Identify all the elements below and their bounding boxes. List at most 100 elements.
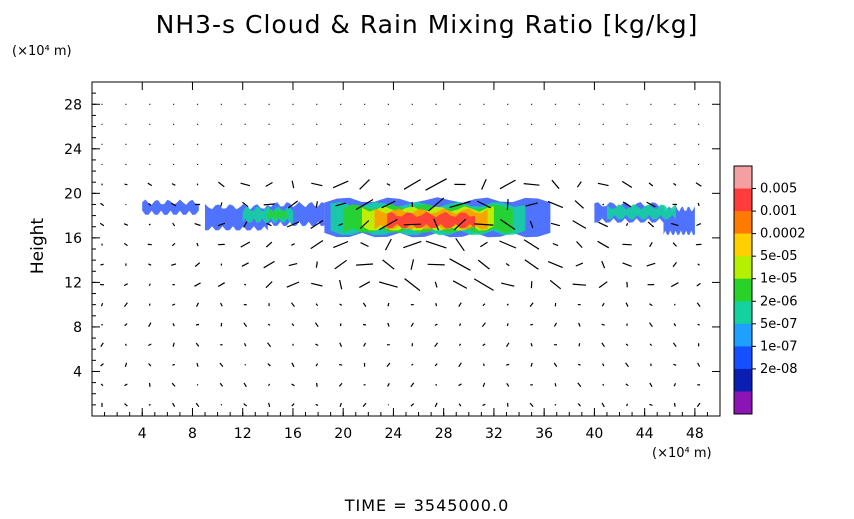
- wind-vector: [315, 343, 319, 347]
- wind-vector: [316, 382, 318, 387]
- wind-vector: [387, 383, 390, 387]
- x-tick-label: 24: [385, 426, 403, 442]
- wind-vector: [501, 282, 515, 287]
- wind-vector: [455, 237, 465, 252]
- x-tick-label: 48: [686, 426, 704, 442]
- wind-vector: [649, 403, 653, 406]
- wind-vector: [359, 281, 371, 289]
- wind-vector: [458, 302, 462, 307]
- colorbar-swatch: [734, 368, 752, 392]
- wind-vector: [697, 202, 700, 207]
- wind-vector: [123, 302, 128, 308]
- wind-vector: [339, 363, 343, 366]
- wind-vector: [483, 363, 485, 367]
- wind-vector: [673, 402, 676, 407]
- wind-vector: [265, 281, 273, 289]
- wind-vector: [482, 343, 486, 347]
- wind-vector: [625, 222, 629, 227]
- wind-vector: [601, 323, 605, 326]
- wind-vector: [482, 403, 486, 406]
- wind-vector: [171, 242, 176, 247]
- wind-vector: [244, 283, 247, 286]
- wind-vector: [696, 402, 701, 407]
- colorbar-swatch: [734, 188, 752, 212]
- wind-vector: [625, 362, 629, 368]
- wind-vector: [220, 202, 223, 207]
- wind-vector: [310, 219, 324, 230]
- colorbar-label: 0.005: [760, 182, 797, 197]
- wind-vector: [338, 382, 343, 387]
- wind-vector: [427, 263, 445, 266]
- wind-vector: [697, 323, 700, 326]
- wind-vector: [458, 403, 462, 407]
- wind-vector: [310, 240, 324, 250]
- colorbar-swatch: [734, 278, 752, 302]
- colorbar-swatch: [734, 301, 752, 325]
- wind-vector: [355, 198, 374, 211]
- wind-vector: [148, 283, 151, 286]
- wind-vector: [148, 203, 152, 206]
- colorbar-swatch: [734, 233, 752, 257]
- wind-vector: [148, 223, 151, 226]
- colorbar-label: 2e-06: [760, 294, 798, 309]
- wind-vector: [362, 302, 367, 307]
- x-tick-label: 16: [284, 426, 302, 442]
- wind-vector: [386, 183, 391, 186]
- wind-vector: [315, 261, 318, 268]
- wind-vector: [359, 179, 370, 190]
- wind-vector: [482, 303, 486, 307]
- wind-vector: [434, 342, 439, 348]
- wind-vector: [362, 323, 367, 326]
- wind-vector: [403, 240, 422, 249]
- wind-vector: [339, 279, 343, 290]
- wind-vector: [123, 283, 128, 287]
- wind-vector: [267, 383, 271, 387]
- wind-vector: [315, 303, 319, 307]
- wind-vector: [622, 262, 632, 267]
- wind-vector: [265, 181, 273, 187]
- wind-vector: [410, 403, 415, 407]
- wind-vector: [194, 262, 201, 267]
- wind-vector: [124, 383, 128, 387]
- wind-vector: [291, 302, 295, 307]
- y-axis-unit: (×10⁴ m): [12, 44, 72, 59]
- wind-vector: [217, 282, 225, 288]
- wind-vector: [673, 323, 677, 327]
- wind-vector: [547, 261, 563, 269]
- colorbar-swatch: [734, 166, 752, 189]
- wind-vector: [171, 183, 176, 186]
- wind-vector: [195, 302, 200, 307]
- wind-vector: [649, 343, 653, 347]
- wind-vector: [453, 218, 467, 231]
- wind-vector: [172, 303, 176, 306]
- wind-vector: [243, 221, 248, 228]
- wind-vector: [622, 201, 632, 208]
- wind-vector: [647, 221, 655, 228]
- wind-vector: [530, 343, 533, 347]
- wind-vector: [549, 279, 562, 290]
- wind-vector: [554, 403, 557, 406]
- wind-vector: [672, 342, 677, 348]
- wind-vector: [506, 323, 509, 327]
- wind-vector: [195, 402, 200, 408]
- wind-vector: [649, 241, 653, 248]
- wind-vector: [291, 243, 295, 246]
- time-label: TIME = 3545000.0: [344, 496, 510, 515]
- wind-vector: [291, 362, 295, 368]
- wind-vector: [602, 383, 605, 386]
- wind-vector: [124, 183, 128, 186]
- wind-vector: [474, 223, 494, 226]
- wind-vector: [339, 303, 343, 306]
- colorbar-swatch: [734, 323, 752, 347]
- wind-vector: [578, 322, 581, 327]
- wind-vector: [100, 383, 104, 387]
- wind-vector: [578, 343, 581, 347]
- wind-vectors: [99, 103, 702, 408]
- wind-vector: [672, 242, 677, 247]
- x-tick-label: 4: [138, 426, 147, 442]
- wind-vector: [263, 260, 275, 269]
- wind-vector: [171, 263, 177, 266]
- wind-vector: [530, 362, 533, 367]
- wind-vector: [360, 242, 369, 248]
